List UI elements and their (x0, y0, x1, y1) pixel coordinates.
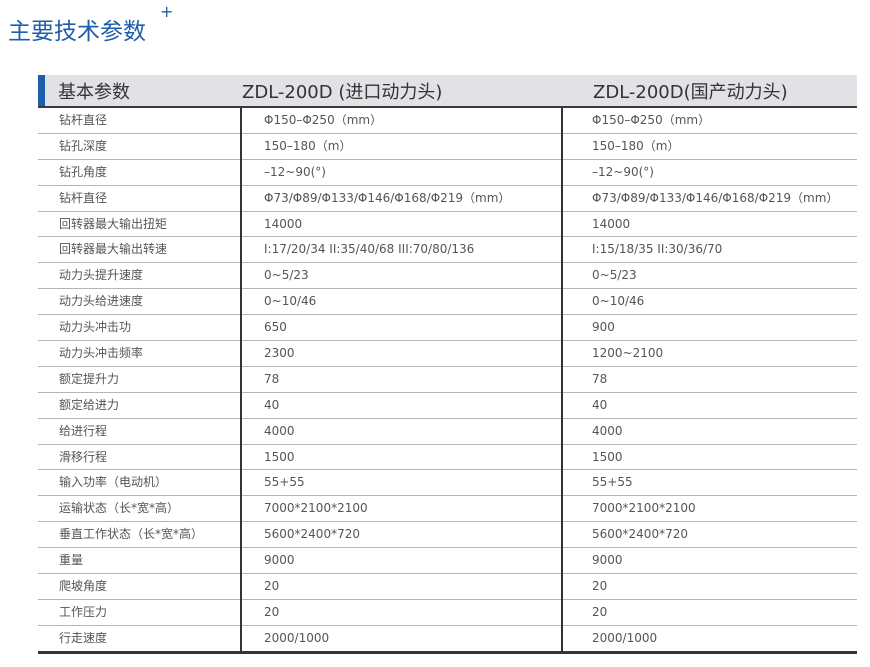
imported-value: 9000 (264, 553, 295, 568)
param-name: 重量 (59, 553, 84, 568)
imported-value: 55+55 (264, 475, 305, 490)
domestic-value: Φ73/Φ89/Φ133/Φ146/Φ168/Φ219（mm） (592, 190, 839, 205)
imported-value: 2000/1000 (264, 630, 330, 645)
param-name: 爬坡角度 (59, 579, 108, 594)
header-imported: ZDL-200D (进口动力头) (242, 81, 443, 103)
domestic-value: 78 (592, 371, 608, 386)
table-row: 钻孔角度 –12~90(°) –12~90(°) (38, 160, 857, 186)
domestic-value: 9000 (592, 553, 623, 568)
param-name: 回转器最大输出转速 (59, 242, 168, 257)
domestic-value: 5600*2400*720 (592, 527, 688, 542)
table-row: 钻孔深度 150–180（m） 150–180（m） (38, 134, 857, 160)
param-name: 垂直工作状态（长*宽*高） (59, 527, 204, 542)
domestic-value: 1200~2100 (592, 346, 664, 361)
param-name: 运输状态（长*宽*高） (59, 501, 180, 516)
domestic-value: –12~90(°) (592, 164, 654, 179)
imported-value: 150–180（m） (264, 138, 352, 153)
imported-value: 0~10/46 (264, 294, 317, 309)
imported-value: Φ150–Φ250（mm） (264, 113, 383, 127)
domestic-value: 55+55 (592, 475, 633, 490)
table-row: 动力头冲击频率 2300 1200~2100 (38, 341, 857, 367)
table-row: 动力头给进速度 0~10/46 0~10/46 (38, 289, 857, 316)
table-row: 回转器最大输出扭矩 14000 14000 (38, 212, 857, 238)
header-accent-bar (38, 75, 45, 106)
page-title: 主要技术参数 (8, 19, 146, 45)
table-row: 钻杆直径 Φ73/Φ89/Φ133/Φ146/Φ168/Φ219（mm） Φ73/Φ… (38, 186, 857, 212)
table-row: 钻杆直径 Φ150–Φ250（mm） Φ150–Φ250（mm） (38, 108, 857, 134)
column-divider (240, 108, 242, 654)
imported-value: 40 (264, 397, 280, 412)
imported-value: I:17/20/34 II:35/40/68 III:70/80/136 (264, 242, 475, 257)
column-divider (561, 108, 563, 654)
domestic-value: 14000 (592, 216, 631, 231)
param-name: 回转器最大输出扭矩 (59, 216, 168, 231)
table-row: 滑移行程 1500 1500 (38, 445, 857, 471)
table-row: 动力头提升速度 0~5/23 0~5/23 (38, 263, 857, 290)
table-row: 动力头冲击功 650 900 (38, 315, 857, 342)
domestic-value: 0~5/23 (592, 268, 637, 283)
table-row: 额定提升力 78 78 (38, 367, 857, 393)
domestic-value: 150–180（m） (592, 138, 680, 153)
param-name: 行走速度 (59, 630, 108, 645)
param-name: 动力头提升速度 (59, 268, 144, 283)
param-name: 额定给进力 (59, 397, 120, 412)
imported-value: Φ73/Φ89/Φ133/Φ146/Φ168/Φ219（mm） (264, 190, 511, 205)
domestic-value: 900 (592, 320, 615, 335)
table-row: 垂直工作状态（长*宽*高） 5600*2400*720 5600*2400*720 (38, 522, 857, 549)
param-name: 动力头冲击功 (59, 320, 132, 335)
param-name: 输入功率（电动机） (59, 475, 168, 490)
domestic-value: 0~10/46 (592, 294, 645, 309)
table-row: 运输状态（长*宽*高） 7000*2100*2100 7000*2100*2100 (38, 496, 857, 523)
param-name: 工作压力 (59, 604, 108, 619)
param-name: 动力头冲击频率 (59, 346, 144, 361)
plus-icon: + (160, 2, 174, 21)
table-row: 回转器最大输出转速 I:17/20/34 II:35/40/68 III:70/8… (38, 237, 857, 264)
param-name: 钻杆直径 (59, 190, 108, 205)
domestic-value: 2000/1000 (592, 630, 658, 645)
imported-value: 0~5/23 (264, 268, 309, 283)
header-domestic: ZDL-200D(国产动力头) (593, 81, 788, 103)
imported-value: –12~90(°) (264, 164, 326, 179)
param-name: 滑移行程 (59, 449, 108, 464)
table-row: 给进行程 4000 4000 (38, 419, 857, 445)
domestic-value: 20 (592, 579, 608, 594)
table-row: 爬坡角度 20 20 (38, 574, 857, 600)
imported-value: 78 (264, 371, 280, 386)
imported-value: 7000*2100*2100 (264, 501, 368, 516)
param-name: 钻孔深度 (59, 138, 108, 153)
domestic-value: 4000 (592, 423, 623, 438)
table-row: 工作压力 20 20 (38, 600, 857, 626)
imported-value: 650 (264, 320, 287, 335)
param-name: 钻杆直径 (59, 113, 108, 127)
table-row: 重量 9000 9000 (38, 548, 857, 575)
table-row: 行走速度 2000/1000 2000/1000 (38, 626, 857, 654)
header-param: 基本参数 (58, 81, 130, 103)
imported-value: 5600*2400*720 (264, 527, 360, 542)
param-name: 额定提升力 (59, 371, 120, 386)
param-name: 给进行程 (59, 423, 108, 438)
domestic-value: 40 (592, 397, 608, 412)
table-row: 额定给进力 40 40 (38, 393, 857, 419)
domestic-value: I:15/18/35 II:30/36/70 (592, 242, 723, 257)
imported-value: 20 (264, 579, 280, 594)
spec-table: 基本参数 ZDL-200D (进口动力头) ZDL-200D(国产动力头) 钻杆… (38, 75, 857, 654)
imported-value: 14000 (264, 216, 303, 231)
domestic-value: 20 (592, 604, 608, 619)
imported-value: 2300 (264, 346, 295, 361)
imported-value: 20 (264, 604, 280, 619)
domestic-value: Φ150–Φ250（mm） (592, 113, 711, 127)
param-name: 钻孔角度 (59, 164, 108, 179)
param-name: 动力头给进速度 (59, 294, 144, 309)
table-header: 基本参数 ZDL-200D (进口动力头) ZDL-200D(国产动力头) (38, 75, 857, 108)
imported-value: 4000 (264, 423, 295, 438)
domestic-value: 7000*2100*2100 (592, 501, 696, 516)
imported-value: 1500 (264, 449, 295, 464)
domestic-value: 1500 (592, 449, 623, 464)
table-row: 输入功率（电动机） 55+55 55+55 (38, 470, 857, 497)
